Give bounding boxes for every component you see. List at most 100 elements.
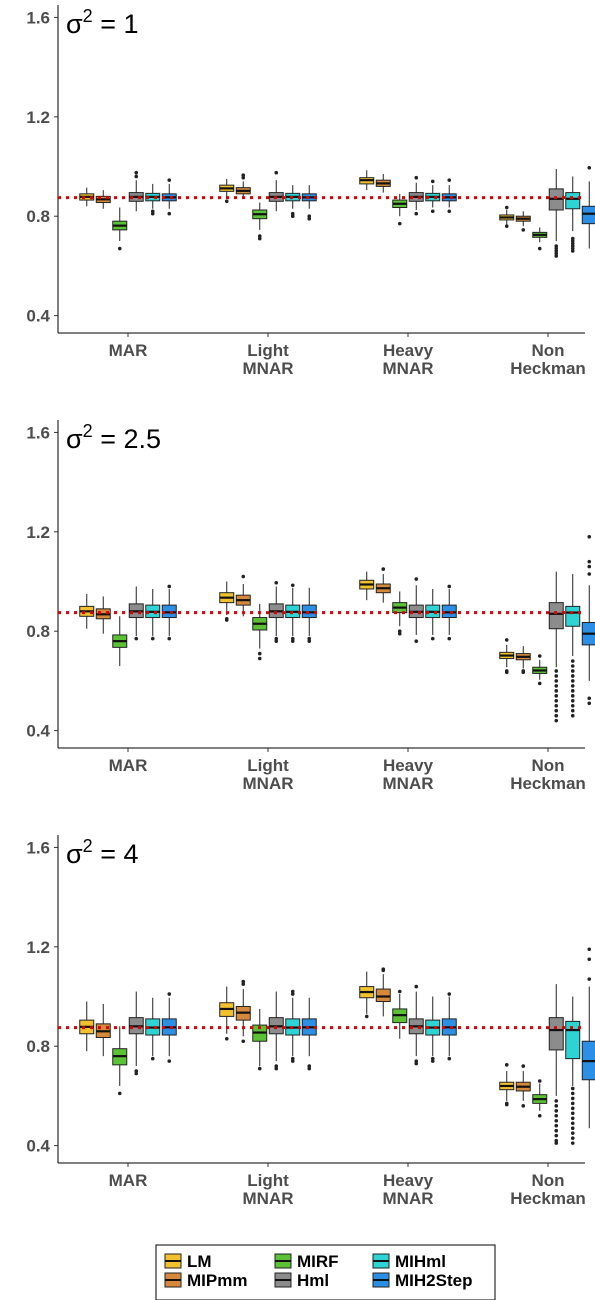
outlier-point: [274, 170, 279, 175]
outlier-point: [570, 659, 575, 663]
outlier-point: [570, 244, 575, 248]
outlier-point: [290, 992, 295, 996]
outlier-point: [257, 234, 262, 238]
outlier-point: [307, 1066, 312, 1071]
box-MIPmm: [515, 646, 531, 675]
outlier-point: [570, 669, 575, 673]
y-tick-label: 1.6: [26, 8, 50, 27]
box-Hml: [268, 170, 284, 212]
box-MIHml: [425, 179, 441, 214]
outlier-point: [554, 713, 559, 718]
outlier-point: [167, 211, 172, 216]
outlier-point: [570, 236, 575, 241]
outlier-point: [397, 631, 402, 636]
y-tick-label: 0.8: [26, 207, 50, 226]
outlier-point: [290, 214, 295, 219]
legend-label: MIPmm: [187, 1271, 247, 1290]
panel-title: σ2 = 4: [66, 836, 138, 869]
outlier-point: [587, 977, 592, 981]
outlier-point: [554, 698, 559, 703]
box-MIPmm: [95, 596, 111, 634]
box-body: [565, 605, 581, 627]
outlier-point: [447, 584, 452, 589]
box-body: [581, 205, 595, 225]
outlier-point: [430, 209, 435, 214]
outlier-point: [134, 1069, 139, 1073]
outlier-point: [257, 1066, 262, 1071]
outlier-point: [554, 1099, 559, 1103]
legend-label: Hml: [297, 1271, 329, 1290]
legend-key: [372, 1253, 390, 1269]
outlier-point: [134, 174, 139, 179]
outlier-point: [570, 239, 575, 243]
y-tick-label: 1.2: [26, 523, 50, 542]
outlier-point: [290, 639, 295, 643]
outlier-point: [307, 1064, 312, 1068]
outlier-point: [224, 1036, 229, 1041]
outlier-point: [554, 679, 559, 683]
outlier-point: [554, 1104, 559, 1108]
box-Hml: [548, 169, 564, 258]
outlier-point: [521, 669, 526, 673]
outlier-point: [430, 1056, 435, 1061]
outlier-point: [570, 679, 575, 683]
box-MIHml: [425, 588, 441, 641]
legend-key: [274, 1253, 292, 1269]
outlier-point: [537, 1113, 542, 1118]
box-MIRF: [392, 591, 408, 636]
box-MIPmm: [235, 574, 251, 617]
box-LM: [499, 1063, 515, 1107]
outlier-point: [554, 1133, 559, 1138]
outlier-point: [447, 992, 452, 996]
x-tick-label: MAR: [109, 756, 148, 775]
outlier-point: [241, 979, 246, 984]
box-MIH2Step: [301, 185, 317, 221]
box-body: [375, 988, 391, 1002]
legend-label: MIHml: [395, 1252, 446, 1271]
box-LM: [359, 170, 375, 191]
box-LM: [219, 986, 235, 1041]
outlier-point: [414, 577, 419, 581]
x-tick-label: Non Heckman: [510, 756, 586, 793]
outlier-point: [504, 205, 509, 210]
outlier-point: [570, 1096, 575, 1101]
box-Hml: [128, 170, 144, 212]
legend-label: LM: [187, 1252, 212, 1271]
y-tick-label: 0.4: [26, 722, 50, 741]
box-MIRF: [532, 227, 548, 251]
box-MIPmm: [515, 1064, 531, 1108]
outlier-point: [554, 1113, 559, 1118]
outlier-point: [447, 209, 452, 214]
outlier-point: [447, 178, 452, 182]
box-Hml: [548, 984, 564, 1145]
outlier-point: [521, 228, 526, 232]
outlier-point: [570, 1086, 575, 1091]
outlier-point: [587, 534, 592, 539]
outlier-point: [554, 703, 559, 708]
outlier-point: [570, 689, 575, 693]
x-tick-label: MAR: [109, 1171, 148, 1190]
outlier-point: [554, 708, 559, 713]
box-Hml: [548, 571, 564, 723]
box-MIH2Step: [161, 992, 177, 1063]
outlier-point: [257, 236, 262, 241]
outlier-point: [570, 703, 575, 708]
outlier-point: [224, 616, 229, 621]
box-MIHml: [565, 996, 581, 1145]
panel-2: 0.4 0.8 1.2 1.6 MAR Light MNAR Heavy MNAR Non Heck…: [26, 420, 595, 793]
box-LM: [219, 581, 235, 622]
outlier-point: [554, 1128, 559, 1133]
legend-key: [164, 1253, 182, 1269]
outlier-point: [257, 651, 262, 656]
outlier-point: [570, 664, 575, 668]
y-tick-label: 0.4: [26, 307, 50, 326]
outlier-point: [554, 244, 559, 248]
outlier-point: [447, 1056, 452, 1061]
outlier-point: [397, 989, 402, 994]
box-body: [548, 1017, 564, 1051]
outlier-point: [570, 1116, 575, 1121]
box-MIPmm: [515, 211, 531, 232]
outlier-point: [570, 684, 575, 688]
outlier-point: [570, 674, 575, 678]
